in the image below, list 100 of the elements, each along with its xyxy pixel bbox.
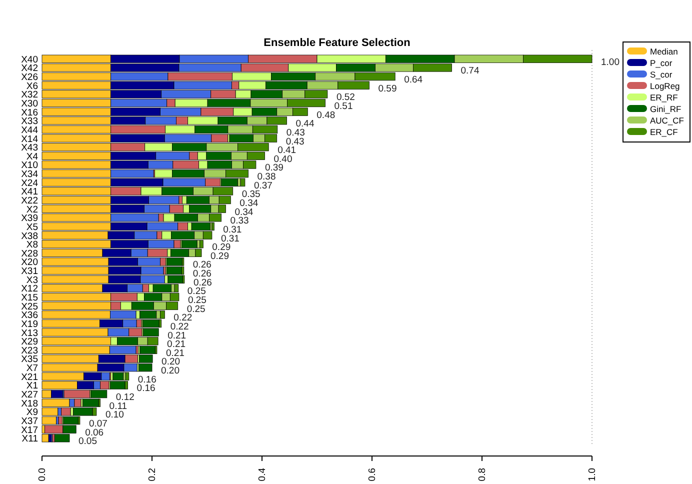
total-label: 0.20 [161, 366, 180, 377]
y-tick-label: X39 [21, 213, 38, 224]
y-tick-label: X11 [22, 434, 38, 445]
y-tick-label: X27 [21, 390, 38, 401]
total-label: 0.07 [88, 418, 108, 430]
total-label: 0.22 [170, 321, 189, 332]
total-label: 0.26 [192, 268, 212, 280]
y-tick-label: X41 [21, 186, 38, 198]
total-label: 0.21 [166, 348, 184, 359]
y-tick-label: X37 [21, 416, 38, 427]
y-tick-label: X2 [26, 204, 38, 216]
total-label: 0.43 [286, 136, 304, 148]
total-label: 0.25 [187, 286, 206, 298]
total-label: 0.59 [378, 83, 397, 94]
legend-label: ER_RF [650, 92, 678, 102]
total-label: 0.52 [336, 92, 355, 104]
y-tick-label: X3 [26, 274, 38, 286]
total-label: 0.33 [230, 216, 249, 227]
x-tick-label: 0.0 [37, 468, 48, 482]
total-label: 0.29 [210, 250, 229, 262]
y-tick-label: X33 [21, 116, 38, 128]
total-label: 0.40 [274, 154, 292, 165]
total-label: 0.35 [242, 189, 260, 200]
y-tick-label: X12 [21, 284, 38, 295]
x-tick-label: 0.6 [367, 468, 378, 482]
total-label: 0.11 [109, 400, 128, 412]
y-tick-label: X42 [21, 63, 38, 74]
legend-label: LogReg [650, 81, 680, 91]
y-tick-label: X6 [26, 80, 38, 92]
total-label: 0.21 [167, 339, 186, 350]
y-tick-label: X5 [26, 222, 38, 233]
total-label: 0.16 [136, 383, 156, 394]
y-tick-label: X34 [21, 169, 38, 180]
x-tick-label: 0.2 [147, 468, 158, 482]
y-tick-label: X19 [21, 318, 38, 330]
total-label: 0.25 [188, 295, 206, 306]
total-label: 0.22 [174, 312, 192, 324]
y-tick-label: X20 [21, 257, 38, 268]
total-label: 0.51 [334, 100, 353, 112]
total-label: 0.44 [296, 118, 314, 130]
total-label: 0.16 [138, 374, 156, 386]
y-tick-label: X9 [26, 407, 38, 418]
total-label: 0.43 [286, 127, 305, 138]
total-label: 0.26 [193, 277, 212, 288]
y-tick-label: X1 [26, 380, 38, 392]
y-tick-label: X10 [21, 160, 38, 172]
y-tick-label: X25 [21, 301, 38, 312]
y-tick-label: X29 [21, 336, 38, 348]
y-tick-label: X7 [26, 363, 38, 374]
x-tick-label: 0.4 [257, 468, 268, 482]
legend-label: S_cor [650, 70, 672, 80]
total-label: 0.64 [404, 74, 423, 86]
total-label: 0.05 [78, 436, 97, 448]
total-label: 0.48 [316, 110, 336, 121]
total-label: 0.37 [254, 180, 272, 192]
y-tick-label: X13 [21, 328, 38, 339]
legend-label: ER_CF [650, 127, 678, 137]
legend-label: P_cor [650, 58, 672, 68]
y-tick-label: X18 [21, 398, 38, 410]
chart-title: Ensemble Feature Selection [264, 37, 411, 49]
y-tick-label: X40 [21, 54, 38, 66]
y-tick-label: X28 [21, 248, 38, 260]
total-label: 0.25 [186, 304, 206, 315]
y-tick-label: X32 [21, 90, 38, 101]
legend-label: Gini_RF [650, 104, 682, 114]
total-label: 0.12 [116, 392, 134, 404]
total-label: 0.34 [240, 198, 258, 209]
x-tick-label: 0.8 [477, 468, 488, 482]
x-tick-label: 1.0 [587, 468, 598, 482]
total-label: 0.74 [460, 66, 480, 77]
legend-label: AUC_CF [650, 116, 684, 126]
y-tick-label: X44 [21, 124, 38, 136]
total-label: 0.10 [105, 410, 124, 421]
y-tick-label: X16 [21, 107, 38, 118]
y-tick-label: X31 [21, 266, 38, 278]
y-tick-label: X36 [21, 310, 38, 322]
total-label: 0.31 [223, 224, 242, 236]
y-tick-label: X24 [21, 178, 38, 189]
y-tick-label: X4 [26, 151, 38, 162]
y-tick-label: X17 [21, 424, 38, 436]
total-label: 0.20 [162, 356, 180, 368]
total-label: 0.39 [264, 162, 284, 174]
total-label: 0.38 [257, 172, 276, 183]
total-label: 0.31 [220, 233, 240, 244]
total-label: 0.21 [168, 330, 186, 342]
total-label: 0.26 [192, 260, 212, 271]
y-tick-label: X15 [21, 292, 38, 304]
y-tick-label: X21 [21, 372, 38, 383]
y-tick-label: X38 [21, 230, 38, 242]
y-tick-label: X30 [21, 98, 38, 110]
total-label: 0.34 [234, 206, 254, 218]
y-tick-label: X26 [21, 72, 38, 84]
legend-label: Median [650, 46, 678, 56]
total-label: 0.29 [212, 242, 231, 254]
total-label: 1.00 [601, 56, 620, 68]
y-tick-label: X22 [21, 195, 38, 206]
y-tick-label: X23 [21, 345, 38, 356]
total-label: 0.41 [278, 145, 296, 156]
total-label: 0.06 [85, 427, 104, 438]
y-tick-label: X43 [21, 142, 38, 154]
